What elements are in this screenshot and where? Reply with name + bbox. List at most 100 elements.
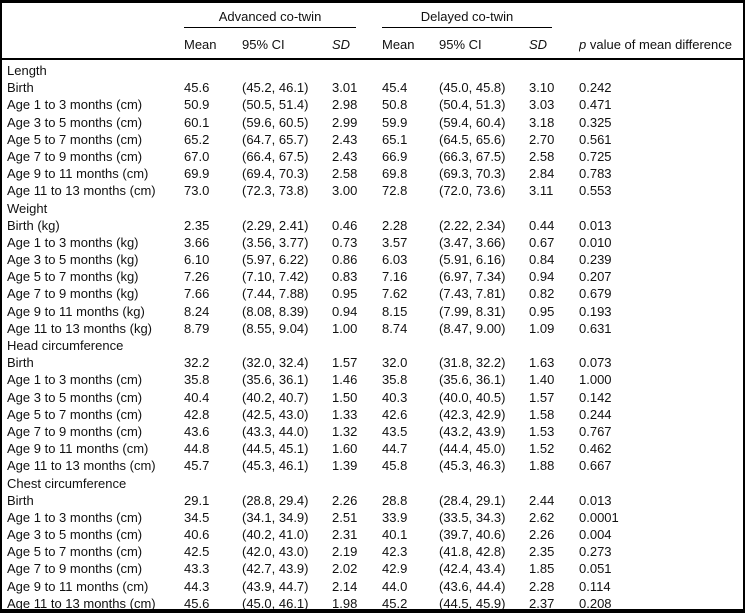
table-row: Age 5 to 7 months (cm) 42.8 (42.5, 43.0) 1.…: [2, 406, 743, 423]
delayed-mean: 7.16: [382, 269, 408, 285]
advanced-mean: 44.3: [184, 578, 210, 594]
advanced-sd: 2.31: [332, 527, 358, 543]
delayed-ci: (45.3, 46.3): [439, 458, 506, 474]
advanced-mean: 7.26: [184, 269, 210, 285]
table-row: Age 5 to 7 months (cm) 65.2 (64.7, 65.7) 2.…: [2, 131, 743, 148]
row-label: Age 11 to 13 months (cm): [7, 595, 156, 611]
advanced-mean: 69.9: [184, 166, 210, 182]
advanced-ci-header: 95% CI: [242, 37, 285, 52]
p-value: 0.553: [579, 183, 612, 199]
section-header-row: Head circumference: [2, 337, 743, 354]
advanced-mean: 8.24: [184, 303, 210, 319]
row-label: Birth: [7, 355, 34, 371]
delayed-sd: 1.88: [529, 458, 555, 474]
p-value: 0.561: [579, 131, 612, 147]
delayed-mean: 28.8: [382, 492, 408, 508]
p-value: 0.208: [579, 595, 612, 611]
delayed-ci: (42.3, 42.9): [439, 406, 506, 422]
advanced-mean: 50.9: [184, 97, 210, 113]
p-value: 0.273: [579, 544, 612, 560]
table-row: Age 1 to 3 months (cm) 34.5 (34.1, 34.9) 2.…: [2, 509, 743, 526]
advanced-mean: 42.8: [184, 406, 210, 422]
p-header-text: value of mean difference: [586, 37, 732, 52]
p-value: 0.207: [579, 269, 612, 285]
advanced-ci: (34.1, 34.9): [242, 509, 309, 525]
p-value: 0.767: [579, 423, 612, 439]
p-value: 0.142: [579, 389, 612, 405]
advanced-ci: (42.0, 43.0): [242, 544, 309, 560]
row-label: Age 5 to 7 months (cm): [7, 131, 143, 147]
table-row: Birth (kg) 2.35 (2.29, 2.41) 0.46 2.28 (2.22,…: [2, 217, 743, 234]
table-header: Advanced co-twin Delayed co-twin Mean 95…: [2, 3, 743, 60]
delayed-ci: (44.5, 45.9): [439, 595, 506, 611]
advanced-sd: 1.60: [332, 441, 358, 457]
delayed-sd: 3.18: [529, 114, 555, 130]
delayed-ci: (72.0, 73.6): [439, 183, 506, 199]
table-row: Birth 45.6 (45.2, 46.1) 3.01 45.4 (45.0, 45.8…: [2, 79, 743, 96]
advanced-sd: 0.73: [332, 234, 358, 250]
section-title: Head circumference: [7, 338, 124, 353]
delayed-ci: (41.8, 42.8): [439, 544, 506, 560]
table-row: Age 3 to 5 months (cm) 40.4 (40.2, 40.7) 1.…: [2, 389, 743, 406]
delayed-mean: 6.03: [382, 252, 408, 268]
advanced-mean: 45.6: [184, 595, 210, 611]
table-row: Age 11 to 13 months (cm) 45.7 (45.3, 46.1)…: [2, 457, 743, 474]
delayed-ci: (44.4, 45.0): [439, 441, 506, 457]
p-symbol: p: [579, 37, 587, 52]
p-value: 0.471: [579, 97, 612, 113]
advanced-mean: 32.2: [184, 355, 210, 371]
advanced-sd: 3.01: [332, 80, 358, 96]
table-row: Age 9 to 11 months (cm) 44.3 (43.9, 44.7) 2…: [2, 578, 743, 595]
delayed-sd: 3.03: [529, 97, 555, 113]
advanced-ci: (3.56, 3.77): [242, 234, 309, 250]
table-row: Age 7 to 9 months (cm) 67.0 (66.4, 67.5) 2.…: [2, 148, 743, 165]
delayed-mean: 42.3: [382, 544, 408, 560]
advanced-ci: (69.4, 70.3): [242, 166, 309, 182]
delayed-mean: 7.62: [382, 286, 408, 302]
advanced-sd: 2.02: [332, 561, 358, 577]
p-value: 0.051: [579, 561, 612, 577]
p-value: 0.462: [579, 441, 612, 457]
advanced-ci: (64.7, 65.7): [242, 131, 309, 147]
delayed-ci: (43.6, 44.4): [439, 578, 506, 594]
advanced-mean: 42.5: [184, 544, 210, 560]
p-value: 0.004: [579, 527, 612, 543]
row-label: Age 3 to 5 months (cm): [7, 527, 143, 543]
advanced-sd: 0.83: [332, 269, 358, 285]
advanced-mean: 43.3: [184, 561, 210, 577]
row-label: Age 9 to 11 months (cm): [7, 166, 149, 182]
advanced-mean-header: Mean: [184, 37, 217, 52]
advanced-sd-header: SD: [332, 37, 351, 52]
group-header-row: Advanced co-twin Delayed co-twin: [2, 9, 743, 30]
advanced-ci: (45.0, 46.1): [242, 595, 309, 611]
advanced-ci: (2.29, 2.41): [242, 217, 309, 233]
delayed-sd: 1.53: [529, 423, 555, 439]
advanced-mean: 2.35: [184, 217, 210, 233]
p-value: 0.239: [579, 252, 612, 268]
p-value: 1.000: [579, 372, 612, 388]
delayed-ci: (42.4, 43.4): [439, 561, 506, 577]
delayed-mean: 65.1: [382, 131, 408, 147]
p-value: 0.667: [579, 458, 612, 474]
table-row: Age 1 to 3 months (cm) 50.9 (50.5, 51.4) 2.…: [2, 96, 743, 113]
row-label: Age 9 to 11 months (cm): [7, 578, 149, 594]
table-row: Age 3 to 5 months (cm) 60.1 (59.6, 60.5) 2.…: [2, 114, 743, 131]
p-value: 0.0001: [579, 509, 619, 525]
delayed-sd: 2.70: [529, 131, 555, 147]
section-title: Length: [7, 63, 47, 78]
delayed-sd: 1.09: [529, 320, 555, 336]
delayed-sd: 2.84: [529, 166, 555, 182]
row-label: Age 11 to 13 months (cm): [7, 458, 156, 474]
table-row: Age 7 to 9 months (cm) 43.3 (42.7, 43.9) 2.…: [2, 560, 743, 577]
delayed-sd: 1.52: [529, 441, 555, 457]
delayed-mean: 72.8: [382, 183, 408, 199]
section-header-row: Weight: [2, 200, 743, 217]
section-title: Weight: [7, 200, 48, 216]
section-title: Chest circumference: [7, 475, 127, 491]
advanced-mean: 40.4: [184, 389, 210, 405]
delayed-sd: 0.67: [529, 234, 555, 250]
delayed-sd: 3.10: [529, 80, 555, 96]
delayed-mean: 66.9: [382, 148, 408, 164]
column-header-row: Mean 95% CI SD Mean 95% CI SD p value of…: [2, 30, 743, 58]
